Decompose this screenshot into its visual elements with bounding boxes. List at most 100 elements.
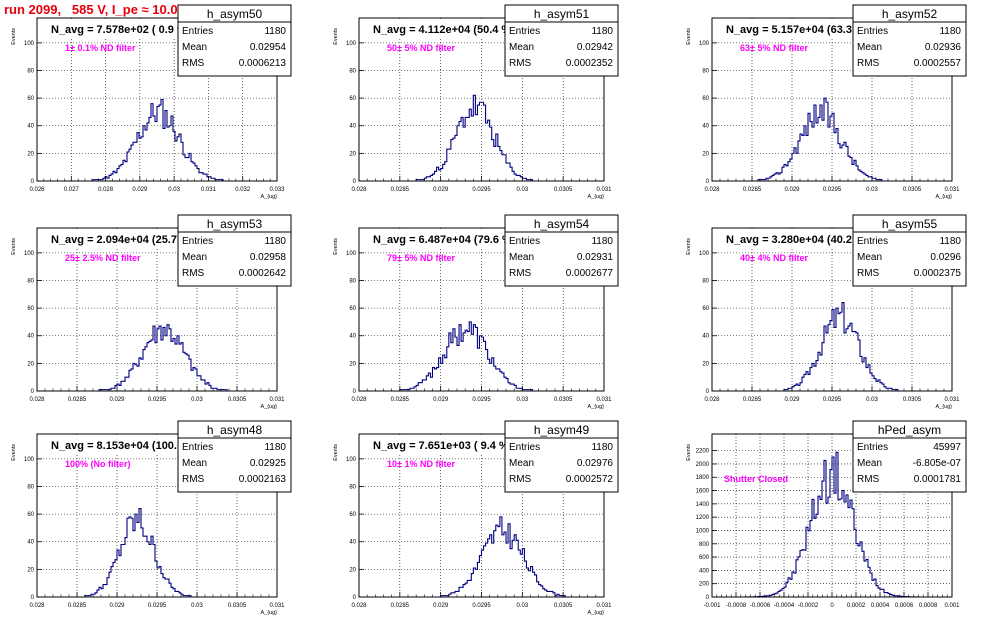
navg-box (367, 231, 535, 247)
y-tick-label: 80 (702, 68, 709, 74)
histogram-panel-h_asym54: 0.028 0.0285 0.029 0.0295 0.03 0.0305 0.031 0 20… (333, 214, 619, 410)
y-tick-label: 60 (27, 512, 34, 518)
histogram-name: h_asym48 (207, 423, 263, 437)
filter-label: 40± 4% ND filter (740, 253, 808, 263)
x-tick-label: 0.001 (944, 603, 960, 609)
histogram-panel-h_asym48: 0.028 0.0285 0.029 0.0295 0.03 0.0305 0.031 0 20… (11, 420, 292, 616)
histogram-name: hPed_asym (878, 423, 941, 437)
x-tick-label: 0.029 (433, 397, 449, 403)
x-tick-label: 0.0305 (554, 397, 573, 403)
x-tick-label: 0.029 (784, 187, 800, 193)
stats-mean-value: 0.02958 (250, 252, 287, 263)
x-tick-label: 0.0295 (148, 603, 167, 609)
x-tick-label: 0.0305 (228, 603, 247, 609)
y-tick-label: 60 (27, 96, 34, 102)
plot-frame (36, 17, 278, 182)
y-tick-label: 100 (346, 457, 357, 463)
histogram-name: h_asym50 (207, 7, 263, 21)
y-tick-label: 400 (699, 568, 710, 574)
stats-mean-value: 0.02925 (250, 458, 287, 469)
x-tick-label: 0.031 (596, 397, 612, 403)
y-axis-label: Events (686, 28, 692, 45)
stats-rms-value: 0.0006213 (239, 58, 287, 69)
stats-rms-label: RMS (509, 58, 532, 69)
stats-rms-label: RMS (509, 268, 532, 279)
stats-box-frame (504, 4, 619, 77)
y-tick-label: 80 (349, 484, 356, 490)
stats-rms-label: RMS (857, 268, 880, 279)
stats-box-frame (852, 214, 967, 287)
y-tick-label: 60 (702, 96, 709, 102)
x-tick-label: 0.031 (944, 187, 960, 193)
y-tick-label: 0 (31, 595, 35, 601)
x-tick-label: 0.028 (704, 397, 720, 403)
stats-box-frame (852, 4, 967, 77)
x-axis-label: A_{ug} (587, 194, 604, 200)
y-tick-label: 80 (349, 278, 356, 284)
y-tick-label: 0 (353, 595, 357, 601)
x-tick-label: 0.031 (269, 397, 285, 403)
stats-box-frame (177, 420, 292, 493)
histogram-name: h_asym49 (534, 423, 590, 437)
histogram-bins (712, 451, 952, 598)
y-tick-label: 0 (353, 389, 357, 395)
x-tick-label: 0.0285 (391, 603, 410, 609)
x-tick-label: 0.029 (109, 603, 125, 609)
histogram-panel-h_asym55: 0.028 0.0285 0.029 0.0295 0.03 0.0305 0.031 0 20… (686, 214, 967, 410)
navg-box (45, 21, 213, 37)
y-tick-label: 0 (706, 389, 710, 395)
x-tick-label: -0.0002 (798, 603, 819, 609)
y-tick-label: 0 (353, 179, 357, 185)
x-tick-label: 0.031 (944, 397, 960, 403)
stats-entries-value: 1180 (591, 442, 613, 453)
x-tick-label: 0.0295 (823, 187, 842, 193)
x-axis-label: A_{ug} (260, 610, 277, 616)
stats-mean-value: -6.805e-07 (913, 458, 962, 469)
x-tick-label: 0.0285 (743, 397, 762, 403)
navg-label: N_avg = 5.157e+04 (63.3 %) (726, 24, 869, 36)
x-tick-label: 0.0305 (228, 397, 247, 403)
y-axis-label: Events (333, 238, 339, 255)
stats-box: h_asym51 Entries 1180 Mean 0.02942 RMS 0.00023… (504, 4, 619, 77)
stats-entries-label: Entries (509, 236, 540, 247)
stats-box-frame (852, 420, 967, 493)
stats-mean-label: Mean (509, 42, 534, 53)
x-tick-label: 0.03 (191, 397, 203, 403)
navg-box (45, 437, 213, 453)
y-tick-label: 0 (31, 389, 35, 395)
stats-mean-value: 0.02942 (577, 42, 614, 53)
histogram-name: h_asym55 (882, 217, 938, 231)
x-axis-label: A_{ug} (260, 194, 277, 200)
x-axis-label: A_{ug} (935, 404, 952, 410)
y-tick-label: 800 (699, 542, 710, 548)
navg-box (720, 21, 888, 37)
x-tick-label: 0.028 (98, 187, 114, 193)
stats-rms-value: 0.0002642 (239, 268, 287, 279)
navg-box (45, 231, 213, 247)
x-tick-label: 0.0285 (391, 397, 410, 403)
y-tick-label: 100 (24, 41, 35, 47)
stats-box: h_asym50 Entries 1180 Mean 0.02954 RMS 0.00062… (177, 4, 292, 77)
stats-rms-value: 0.0002677 (566, 268, 614, 279)
y-tick-label: 60 (27, 306, 34, 312)
histogram-name: h_asym53 (207, 217, 263, 231)
stats-mean-value: 0.02936 (925, 42, 962, 53)
stats-mean-value: 0.02954 (250, 42, 287, 53)
stats-rms-value: 0.0002163 (239, 474, 287, 485)
x-axis-label: A_{ug} (260, 404, 277, 410)
stats-box: h_asym52 Entries 1180 Mean 0.02936 RMS 0.00025… (852, 4, 967, 77)
x-tick-label: -0.0004 (774, 603, 795, 609)
stats-rms-value: 0.0002375 (914, 268, 962, 279)
stats-box: hPed_asym Entries 45997 Mean -6.805e-07 RMS 0.… (852, 420, 967, 493)
x-tick-label: 0.028 (29, 603, 45, 609)
stats-entries-label: Entries (509, 26, 540, 37)
x-tick-label: -0.0008 (726, 603, 747, 609)
x-tick-label: 0.029 (433, 603, 449, 609)
stats-rms-label: RMS (857, 58, 880, 69)
x-tick-label: 0.0285 (391, 187, 410, 193)
y-tick-label: 0 (706, 179, 710, 185)
y-tick-label: 80 (349, 68, 356, 74)
stats-entries-label: Entries (182, 26, 213, 37)
stats-entries-value: 45997 (933, 442, 961, 453)
